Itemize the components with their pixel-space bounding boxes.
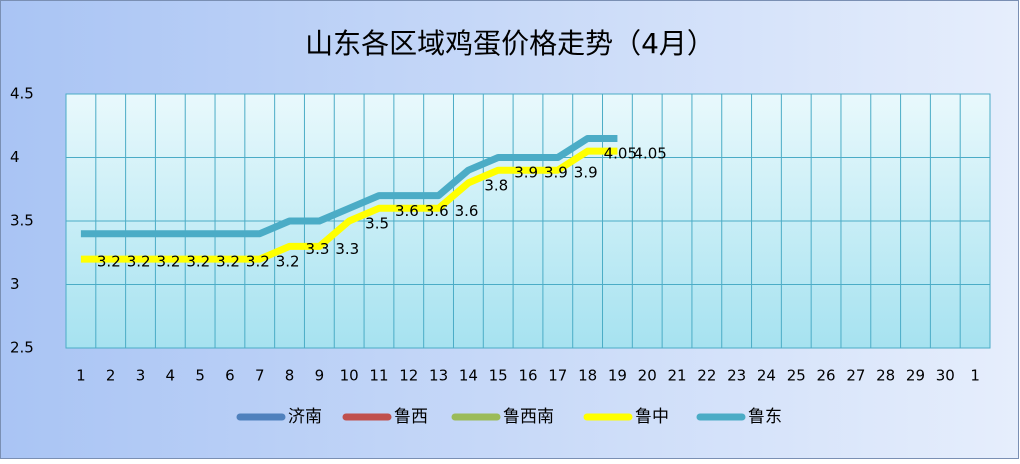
x-tick-label: 10 <box>340 367 359 385</box>
x-tick-label: 15 <box>489 367 508 385</box>
x-tick-label: 19 <box>608 367 627 385</box>
legend-label: 鲁中 <box>635 407 669 427</box>
x-tick-label: 11 <box>369 367 388 385</box>
data-label: 3.8 <box>484 176 508 194</box>
x-tick-label: 6 <box>225 367 235 385</box>
data-label: 3.5 <box>365 215 389 233</box>
x-tick-label: 21 <box>667 367 686 385</box>
data-label: 3.9 <box>544 164 568 182</box>
data-label: 3.2 <box>127 253 151 271</box>
x-tick-label: 28 <box>876 367 895 385</box>
legend-label: 济南 <box>288 407 322 427</box>
x-tick-label: 25 <box>787 367 806 385</box>
data-label: 3.9 <box>514 164 538 182</box>
data-label: 3.2 <box>246 253 270 271</box>
legend-label: 鲁西 <box>394 407 428 427</box>
y-tick-label: 3.5 <box>10 212 34 230</box>
chart-title: 山东各区域鸡蛋价格走势（4月） <box>305 27 715 60</box>
x-tick-label: 4 <box>166 367 176 385</box>
y-tick-label: 4 <box>10 148 20 166</box>
data-label: 3.2 <box>276 253 300 271</box>
data-label: 3.6 <box>455 202 479 220</box>
x-tick-label: 20 <box>638 367 657 385</box>
data-label: 3.6 <box>395 202 419 220</box>
x-tick-label: 29 <box>906 367 925 385</box>
x-tick-label: 22 <box>697 367 716 385</box>
data-label: 3.2 <box>97 253 121 271</box>
data-label: 3.2 <box>216 253 240 271</box>
x-tick-label: 1 <box>970 367 980 385</box>
x-tick-label: 18 <box>578 367 597 385</box>
x-tick-label: 24 <box>757 367 776 385</box>
x-tick-label: 8 <box>285 367 295 385</box>
data-label: 3.9 <box>574 164 598 182</box>
x-tick-label: 5 <box>195 367 205 385</box>
x-tick-label: 2 <box>106 367 116 385</box>
series-line <box>80 134 618 238</box>
x-tick-label: 1 <box>76 367 86 385</box>
data-label: 4.05 <box>604 145 637 163</box>
series-line <box>80 147 618 263</box>
data-label: 3.6 <box>425 202 449 220</box>
data-label: 3.3 <box>306 240 330 258</box>
x-tick-label: 9 <box>315 367 325 385</box>
x-tick-label: 3 <box>136 367 146 385</box>
x-tick-label: 30 <box>936 367 955 385</box>
y-tick-label: 2.5 <box>10 339 34 357</box>
x-tick-label: 16 <box>518 367 537 385</box>
x-tick-label: 17 <box>548 367 567 385</box>
x-tick-label: 27 <box>846 367 865 385</box>
data-label: 3.3 <box>335 240 359 258</box>
y-tick-label: 4.5 <box>10 85 34 103</box>
x-tick-label: 12 <box>399 367 418 385</box>
x-tick-label: 13 <box>429 367 448 385</box>
x-tick-label: 7 <box>255 367 265 385</box>
data-label: 4.05 <box>633 145 666 163</box>
data-label: 3.2 <box>157 253 181 271</box>
legend-label: 鲁西南 <box>503 407 554 427</box>
plot-border <box>65 93 991 349</box>
x-tick-label: 26 <box>817 367 836 385</box>
data-label: 3.2 <box>186 253 210 271</box>
legend-label: 鲁东 <box>748 407 782 427</box>
x-tick-label: 14 <box>459 367 478 385</box>
x-tick-label: 23 <box>727 367 746 385</box>
y-tick-label: 3 <box>10 275 20 293</box>
